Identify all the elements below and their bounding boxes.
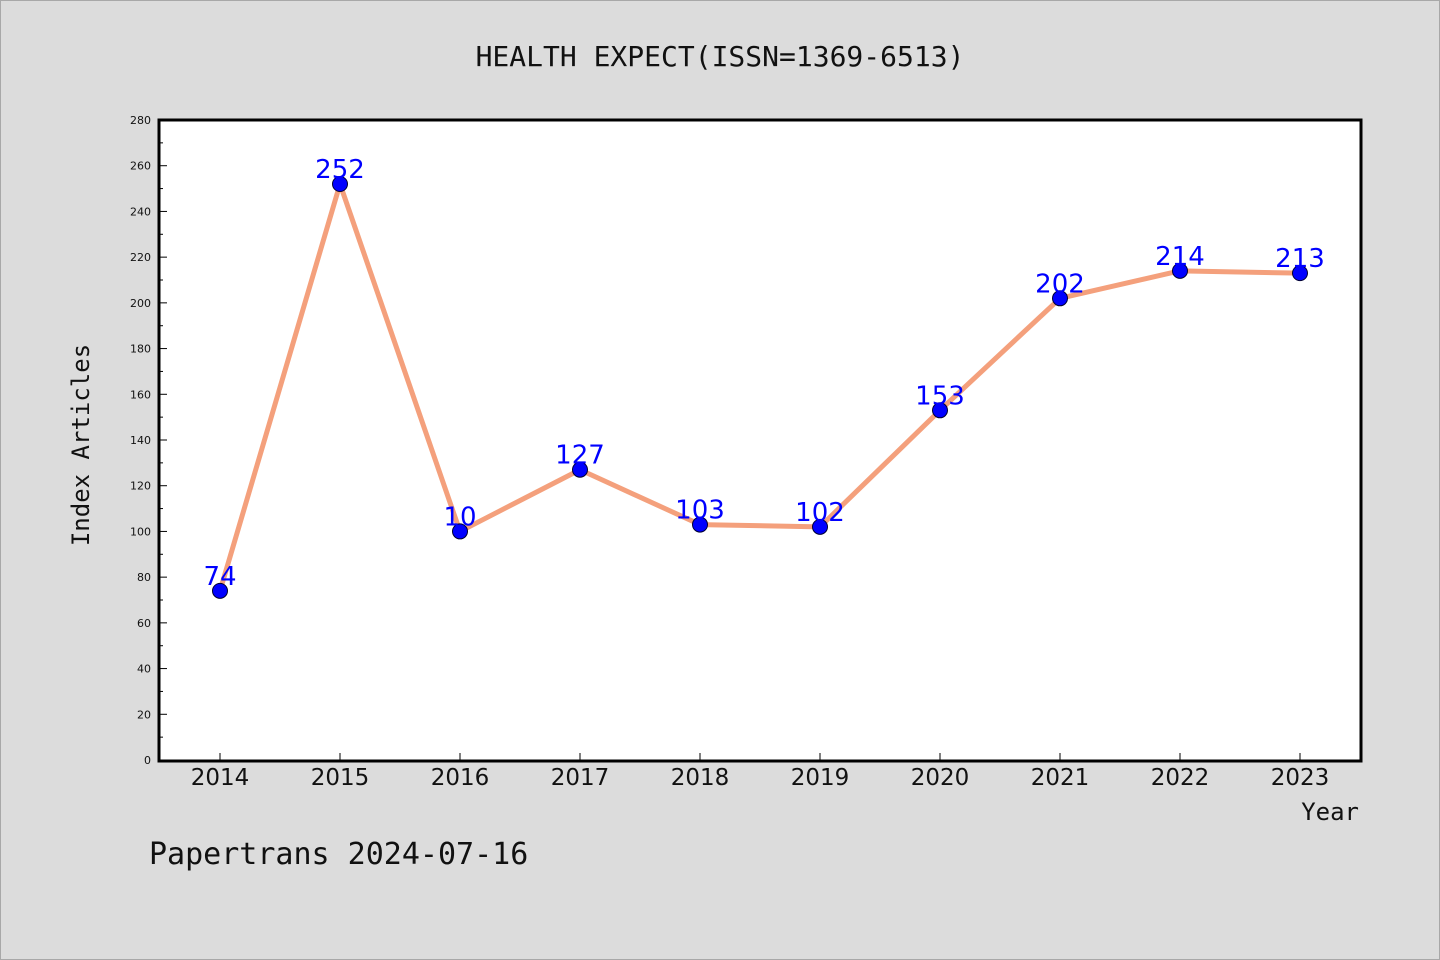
data-point <box>1172 262 1188 279</box>
data-label: 102 <box>795 498 845 528</box>
data-point <box>332 176 348 192</box>
data-label: 213 <box>1275 244 1325 274</box>
y-tick-label: 280 <box>130 114 151 127</box>
x-tick-label: 2022 <box>1151 765 1210 791</box>
x-tick-label: 2018 <box>671 765 730 791</box>
x-axis: 2014 2015 2016 2017 2018 2019 2020 2021 2022 2023 <box>191 753 1330 791</box>
data-label: 252 <box>315 155 365 185</box>
y-tick-label: 140 <box>130 434 151 447</box>
y-tick-label: 100 <box>130 525 151 538</box>
x-axis-label: Year <box>1301 798 1359 826</box>
y-tick-label: 160 <box>130 388 151 401</box>
x-tick-label: 2019 <box>791 765 850 791</box>
y-tick-label: 60 <box>137 617 151 630</box>
data-label: 74 <box>203 562 236 592</box>
x-tick-label: 2016 <box>431 765 490 791</box>
y-tick-label: 40 <box>137 663 151 676</box>
x-tick-label: 2014 <box>191 765 250 791</box>
y-tick-label: 180 <box>130 343 151 356</box>
data-point <box>1292 265 1308 282</box>
y-tick-label: 80 <box>137 571 151 584</box>
y-tick-label: 200 <box>130 297 151 310</box>
y-axis-label: Index Articles <box>67 344 95 546</box>
x-tick-label: 2017 <box>551 765 610 791</box>
plot-area <box>157 118 1363 763</box>
data-label: 202 <box>1035 269 1085 299</box>
y-tick-label: 120 <box>130 480 151 493</box>
x-tick-label: 2020 <box>911 765 970 791</box>
data-label: 10 <box>443 502 476 532</box>
data-point <box>212 582 228 599</box>
data-point <box>932 402 948 419</box>
data-label: 214 <box>1155 242 1205 272</box>
data-point <box>452 523 468 540</box>
data-point <box>812 518 828 535</box>
chart-title: HEALTH EXPECT(ISSN=1369-6513) <box>476 40 965 73</box>
data-labels: 74 252 10 127 103 102 153 202 214 213 <box>203 155 1324 592</box>
data-points <box>212 176 1308 599</box>
data-point <box>692 516 708 533</box>
x-tick-label: 2015 <box>311 765 370 791</box>
y-axis: 0 20 40 60 80 100 120 140 160 180 200 220 240 260 280 <box>130 114 167 767</box>
y-tick-label: 260 <box>130 160 151 173</box>
y-tick-label: 220 <box>130 251 151 264</box>
data-label: 127 <box>555 441 605 471</box>
y-tick-label: 240 <box>130 205 151 218</box>
data-point <box>572 461 588 478</box>
x-tick-label: 2023 <box>1271 765 1330 791</box>
y-tick-label: 0 <box>144 754 151 767</box>
data-label: 103 <box>675 496 725 526</box>
footer-credit: Papertrans 2024-07-16 <box>149 837 528 872</box>
data-label: 153 <box>915 381 965 411</box>
y-tick-label: 20 <box>137 708 151 721</box>
x-tick-label: 2021 <box>1031 765 1090 791</box>
series-line <box>217 181 1303 594</box>
data-point <box>1052 290 1068 307</box>
